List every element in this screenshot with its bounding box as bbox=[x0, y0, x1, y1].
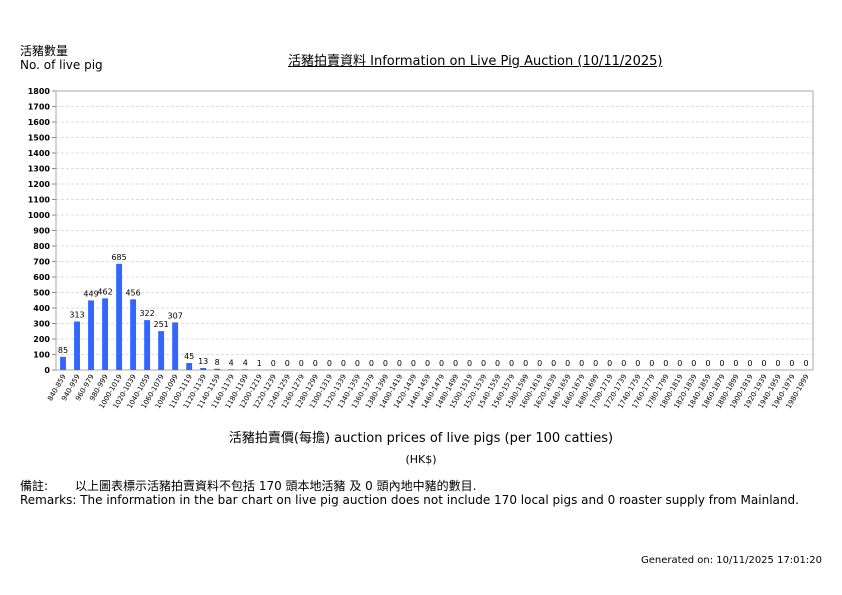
y-tick-label: 800 bbox=[33, 242, 50, 251]
data-label: 0 bbox=[719, 359, 724, 368]
bar bbox=[242, 369, 249, 370]
data-label: 307 bbox=[168, 311, 183, 320]
bar bbox=[88, 300, 94, 370]
data-label: 0 bbox=[621, 359, 626, 368]
x-axis-unit: (HK$) bbox=[405, 453, 437, 466]
data-label: 456 bbox=[125, 288, 140, 297]
y-tick-label: 1600 bbox=[28, 118, 51, 127]
data-label: 0 bbox=[299, 359, 304, 368]
y-tick-label: 1200 bbox=[28, 180, 51, 189]
data-label: 0 bbox=[341, 359, 346, 368]
y-tick-label: 500 bbox=[33, 289, 50, 298]
bar bbox=[186, 363, 193, 370]
data-label: 0 bbox=[509, 359, 514, 368]
bar bbox=[158, 331, 165, 370]
data-label: 4 bbox=[243, 358, 248, 367]
data-label: 0 bbox=[579, 359, 584, 368]
y-tick-label: 0 bbox=[44, 366, 50, 375]
data-label: 685 bbox=[111, 253, 126, 262]
bar bbox=[200, 367, 207, 370]
plot-area bbox=[55, 90, 814, 371]
data-label: 0 bbox=[327, 359, 332, 368]
data-label: 85 bbox=[58, 346, 68, 355]
y-tick-label: 200 bbox=[33, 335, 50, 344]
bar bbox=[144, 320, 151, 370]
y-tick-label: 400 bbox=[33, 304, 50, 313]
y-tick-label: 1300 bbox=[28, 165, 51, 174]
data-label: 0 bbox=[635, 359, 640, 368]
data-label: 0 bbox=[551, 359, 556, 368]
data-label: 0 bbox=[649, 359, 654, 368]
data-label: 462 bbox=[97, 287, 112, 296]
y-tick-label: 1700 bbox=[28, 103, 51, 112]
y-tick-label: 100 bbox=[33, 351, 50, 360]
bar bbox=[102, 298, 109, 370]
data-label: 0 bbox=[313, 359, 318, 368]
data-label: 4 bbox=[229, 358, 234, 367]
data-label: 0 bbox=[775, 359, 780, 368]
data-label: 0 bbox=[439, 359, 444, 368]
data-label: 0 bbox=[467, 359, 472, 368]
data-label: 0 bbox=[789, 359, 794, 368]
data-label: 0 bbox=[453, 359, 458, 368]
data-label: 45 bbox=[184, 352, 194, 361]
data-label: 449 bbox=[83, 289, 98, 298]
data-label: 0 bbox=[355, 359, 360, 368]
y-tick-label: 1000 bbox=[28, 211, 51, 220]
chart-title: 活豬拍賣資料 Information on Live Pig Auction (… bbox=[288, 54, 663, 69]
data-label: 0 bbox=[425, 359, 430, 368]
x-axis-label: 活豬拍賣價(每擔) auction prices of live pigs (p… bbox=[228, 431, 614, 446]
data-label: 322 bbox=[139, 309, 154, 318]
bar bbox=[74, 321, 80, 370]
data-label: 0 bbox=[285, 359, 290, 368]
bar bbox=[130, 299, 137, 370]
data-label: 0 bbox=[677, 359, 682, 368]
remarks-en: Remarks: The information in the bar char… bbox=[20, 493, 799, 507]
generated-timestamp: Generated on: 10/11/2025 17:01:20 bbox=[641, 555, 822, 566]
data-label: 0 bbox=[523, 359, 528, 368]
bar bbox=[116, 263, 123, 370]
bar bbox=[214, 368, 221, 370]
remarks-text-zh: 以上圖表標示活豬拍賣資料不包括 170 頭本地活豬 及 0 頭內地中豬的數目. bbox=[75, 479, 477, 493]
data-label: 0 bbox=[495, 359, 500, 368]
y-tick-label: 1100 bbox=[28, 196, 51, 205]
y-tick-label: 1500 bbox=[28, 134, 51, 143]
data-label: 0 bbox=[383, 359, 388, 368]
bar bbox=[60, 356, 66, 370]
bar bbox=[228, 369, 235, 370]
data-label: 0 bbox=[663, 359, 668, 368]
data-label: 0 bbox=[397, 359, 402, 368]
data-label: 0 bbox=[537, 359, 542, 368]
data-label: 0 bbox=[271, 359, 276, 368]
y-tick-label: 900 bbox=[33, 227, 50, 236]
data-label: 313 bbox=[69, 310, 84, 319]
y-axis-label-zh: 活豬數量 bbox=[20, 44, 69, 58]
y-tick-label: 600 bbox=[33, 273, 50, 282]
data-label: 0 bbox=[607, 359, 612, 368]
data-label: 8 bbox=[215, 358, 220, 367]
data-label: 0 bbox=[411, 359, 416, 368]
data-label: 0 bbox=[369, 359, 374, 368]
data-label: 0 bbox=[761, 359, 766, 368]
data-label: 0 bbox=[565, 359, 570, 368]
data-label: 0 bbox=[691, 359, 696, 368]
y-tick-label: 300 bbox=[33, 320, 50, 329]
remarks-label-zh: 備註: bbox=[20, 479, 49, 493]
data-label: 0 bbox=[593, 359, 598, 368]
data-label: 1 bbox=[257, 359, 262, 368]
data-label: 0 bbox=[803, 359, 808, 368]
data-label: 0 bbox=[481, 359, 486, 368]
data-label: 251 bbox=[153, 320, 168, 329]
data-label: 0 bbox=[705, 359, 710, 368]
y-axis-label-en: No. of live pig bbox=[20, 58, 103, 72]
data-label: 0 bbox=[733, 359, 738, 368]
y-tick-label: 1800 bbox=[28, 87, 51, 96]
y-tick-label: 1400 bbox=[28, 149, 51, 158]
remarks-zh: 備註: 以上圖表標示活豬拍賣資料不包括 170 頭本地活豬 及 0 頭內地中豬的數… bbox=[20, 477, 476, 494]
bar bbox=[172, 322, 179, 370]
data-label: 0 bbox=[747, 359, 752, 368]
y-tick-label: 700 bbox=[33, 258, 50, 267]
data-label: 13 bbox=[198, 357, 208, 366]
